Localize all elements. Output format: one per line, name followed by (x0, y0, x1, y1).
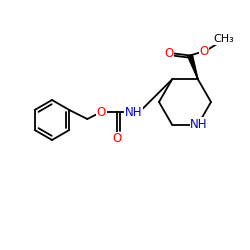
Polygon shape (188, 55, 198, 80)
Text: NH: NH (190, 118, 208, 131)
Text: CH₃: CH₃ (214, 34, 234, 44)
Text: NH: NH (124, 106, 142, 118)
Text: O: O (97, 106, 106, 118)
Text: O: O (164, 47, 173, 60)
Text: O: O (113, 132, 122, 145)
Text: O: O (200, 45, 208, 58)
